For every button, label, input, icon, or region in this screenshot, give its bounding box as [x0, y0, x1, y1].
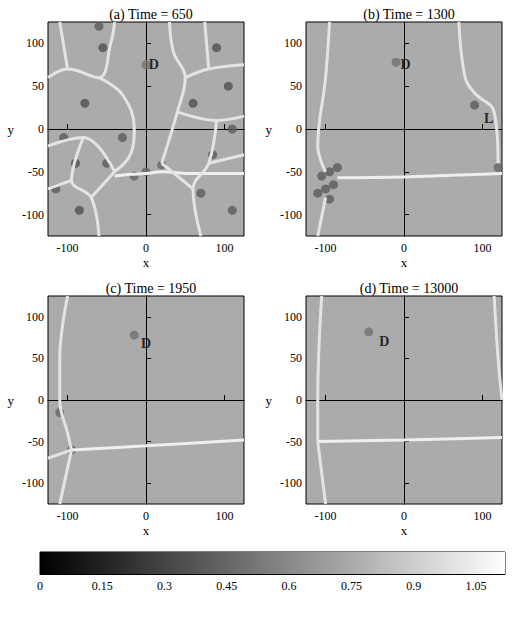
- svg-text:0: 0: [38, 393, 44, 407]
- svg-text:-100: -100: [280, 208, 302, 222]
- svg-text:(b) Time = 1300: (b) Time = 1300: [363, 7, 455, 23]
- svg-text:-100: -100: [280, 476, 302, 490]
- svg-text:L: L: [484, 111, 493, 126]
- svg-text:(c) Time = 1950: (c) Time = 1950: [106, 281, 197, 297]
- svg-text:D: D: [149, 57, 159, 72]
- svg-text:50: 50: [290, 351, 302, 365]
- svg-text:-50: -50: [286, 435, 302, 449]
- svg-text:100: 100: [473, 241, 491, 255]
- svg-text:y: y: [266, 393, 273, 408]
- svg-text:D: D: [379, 334, 389, 349]
- svg-text:50: 50: [290, 79, 302, 93]
- svg-text:100: 100: [284, 36, 302, 50]
- svg-text:y: y: [266, 122, 273, 137]
- svg-text:50: 50: [32, 351, 44, 365]
- svg-text:-100: -100: [57, 509, 79, 523]
- svg-text:0: 0: [143, 241, 149, 255]
- svg-text:-100: -100: [22, 476, 44, 490]
- svg-text:x: x: [401, 255, 408, 270]
- svg-text:(a) Time = 650: (a) Time = 650: [109, 7, 193, 23]
- svg-text:-100: -100: [315, 509, 337, 523]
- svg-text:-50: -50: [28, 435, 44, 449]
- svg-text:y: y: [8, 122, 15, 137]
- svg-text:100: 100: [215, 509, 233, 523]
- svg-text:100: 100: [284, 310, 302, 324]
- svg-text:0: 0: [296, 393, 302, 407]
- svg-text:y: y: [8, 393, 15, 408]
- svg-text:x: x: [143, 255, 150, 270]
- svg-text:100: 100: [26, 310, 44, 324]
- svg-text:-100: -100: [22, 208, 44, 222]
- svg-text:50: 50: [32, 79, 44, 93]
- svg-text:0.6: 0.6: [282, 579, 297, 593]
- svg-text:(d) Time = 13000: (d) Time = 13000: [360, 281, 459, 297]
- svg-text:0: 0: [143, 509, 149, 523]
- svg-text:0.75: 0.75: [341, 579, 362, 593]
- svg-text:0.15: 0.15: [92, 579, 113, 593]
- svg-text:0.9: 0.9: [406, 579, 421, 593]
- svg-text:-100: -100: [315, 241, 337, 255]
- svg-text:0: 0: [401, 241, 407, 255]
- svg-text:100: 100: [215, 241, 233, 255]
- svg-text:0: 0: [296, 122, 302, 136]
- svg-text:0.3: 0.3: [157, 579, 172, 593]
- svg-text:-100: -100: [57, 241, 79, 255]
- svg-text:0: 0: [401, 509, 407, 523]
- svg-text:100: 100: [473, 509, 491, 523]
- svg-text:x: x: [143, 523, 150, 538]
- svg-text:0.45: 0.45: [216, 579, 237, 593]
- svg-text:D: D: [401, 57, 411, 72]
- svg-text:0: 0: [37, 579, 43, 593]
- svg-text:-50: -50: [286, 165, 302, 179]
- svg-text:x: x: [401, 523, 408, 538]
- svg-text:0: 0: [38, 122, 44, 136]
- svg-text:-50: -50: [28, 165, 44, 179]
- svg-text:100: 100: [26, 36, 44, 50]
- svg-text:1.05: 1.05: [465, 579, 486, 593]
- svg-text:D: D: [141, 336, 151, 351]
